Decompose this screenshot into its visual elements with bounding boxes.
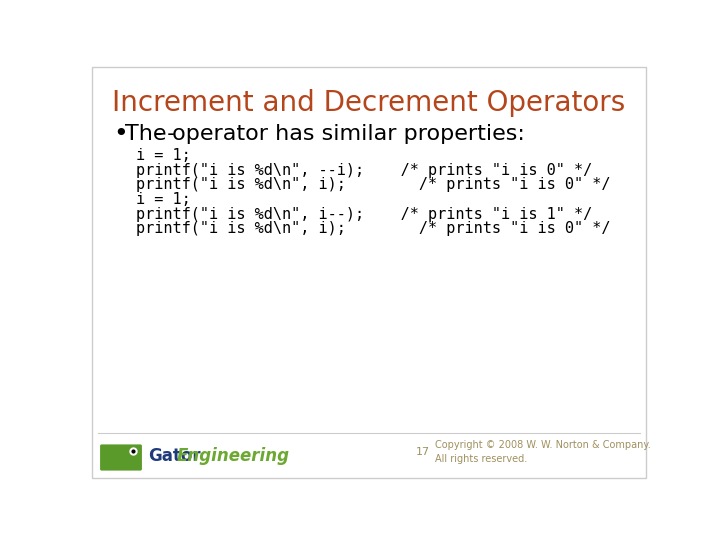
Text: Copyright © 2008 W. W. Norton & Company.
All rights reserved.: Copyright © 2008 W. W. Norton & Company.… xyxy=(435,440,651,464)
Text: printf("i is %d\n", i);        /* prints "i is 0" */: printf("i is %d\n", i); /* prints "i is … xyxy=(137,221,611,237)
Text: •: • xyxy=(113,122,128,146)
Text: The: The xyxy=(125,124,174,144)
Text: Increment and Decrement Operators: Increment and Decrement Operators xyxy=(112,89,626,117)
Text: printf("i is %d\n", i--);    /* prints "i is 1" */: printf("i is %d\n", i--); /* prints "i i… xyxy=(137,207,593,222)
Text: --: -- xyxy=(151,124,178,144)
Text: operator has similar properties:: operator has similar properties: xyxy=(165,124,525,144)
FancyBboxPatch shape xyxy=(92,67,646,478)
Text: Gator: Gator xyxy=(148,447,201,465)
Text: i = 1;: i = 1; xyxy=(137,148,192,163)
FancyBboxPatch shape xyxy=(100,444,142,470)
Text: i = 1;: i = 1; xyxy=(137,192,192,207)
Text: printf("i is %d\n", i);        /* prints "i is 0" */: printf("i is %d\n", i); /* prints "i is … xyxy=(137,178,611,192)
Text: Engineering: Engineering xyxy=(177,447,289,465)
Text: 17: 17 xyxy=(416,447,431,457)
Text: printf("i is %d\n", --i);    /* prints "i is 0" */: printf("i is %d\n", --i); /* prints "i i… xyxy=(137,163,593,178)
